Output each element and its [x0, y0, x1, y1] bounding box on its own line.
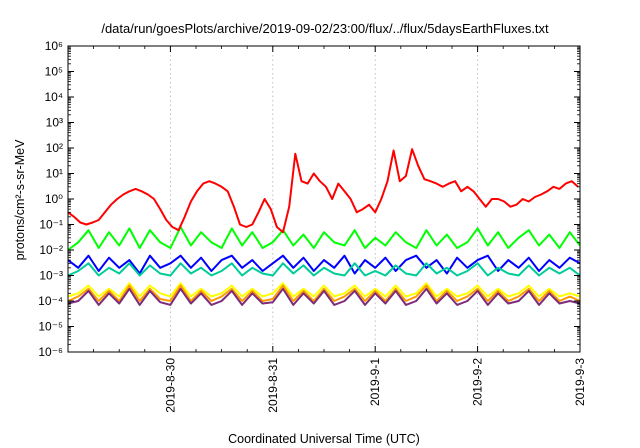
plot-frame — [67, 45, 581, 353]
y-axis: 10⁻⁶ 10⁻⁵ 10⁻⁴ 10⁻³ 10⁻² 10⁻¹ 10⁰ 10¹ 10² 10³ 10⁴ 1… — [38, 39, 580, 359]
series-line — [67, 148, 579, 234]
series-line — [67, 287, 581, 306]
chart-title: /data/run/goesPlots/archive/2019-09-02/2… — [101, 21, 549, 36]
x-tick-label: 2019-8-30 — [163, 358, 177, 413]
y-tick-label: 10⁻⁴ — [38, 294, 63, 308]
y-tick-label: 10⁻⁶ — [38, 345, 63, 359]
x-axis-label: Coordinated Universal Time (UTC) — [228, 432, 420, 446]
series-line — [67, 282, 581, 298]
y-tick-label: 10⁻¹ — [39, 218, 63, 232]
y-tick-label: 10⁰ — [45, 192, 63, 206]
y-tick-label: 10¹ — [46, 167, 63, 181]
y-tick-label: 10⁻² — [39, 243, 63, 257]
x-tick-label: 2019-9-2 — [471, 358, 485, 406]
series-line — [67, 226, 581, 251]
y-tick-label: 10⁶ — [45, 39, 63, 53]
x-tick-label: 2019-9-1 — [368, 358, 382, 406]
y-tick-label: 10⁻⁵ — [38, 320, 63, 334]
series-line — [67, 254, 581, 275]
x-tick-label: 2019-9-3 — [573, 358, 587, 406]
x-tick-label: 2019-8-31 — [266, 358, 280, 413]
x-axis: 2019-8-30 2019-8-31 2019-9-1 2019-9-2 2019-9… — [93, 46, 587, 413]
y-tick-label: 10³ — [46, 116, 63, 130]
series-line — [67, 262, 581, 277]
y-tick-label: 10⁻³ — [39, 269, 63, 283]
y-tick-label: 10² — [46, 141, 63, 155]
series-line — [67, 284, 581, 302]
series-layer — [67, 148, 581, 306]
y-tick-label: 10⁵ — [45, 65, 63, 79]
y-tick-label: 10⁴ — [44, 90, 63, 104]
y-axis-label: protons/cm²-s-sr-MeV — [13, 139, 27, 261]
